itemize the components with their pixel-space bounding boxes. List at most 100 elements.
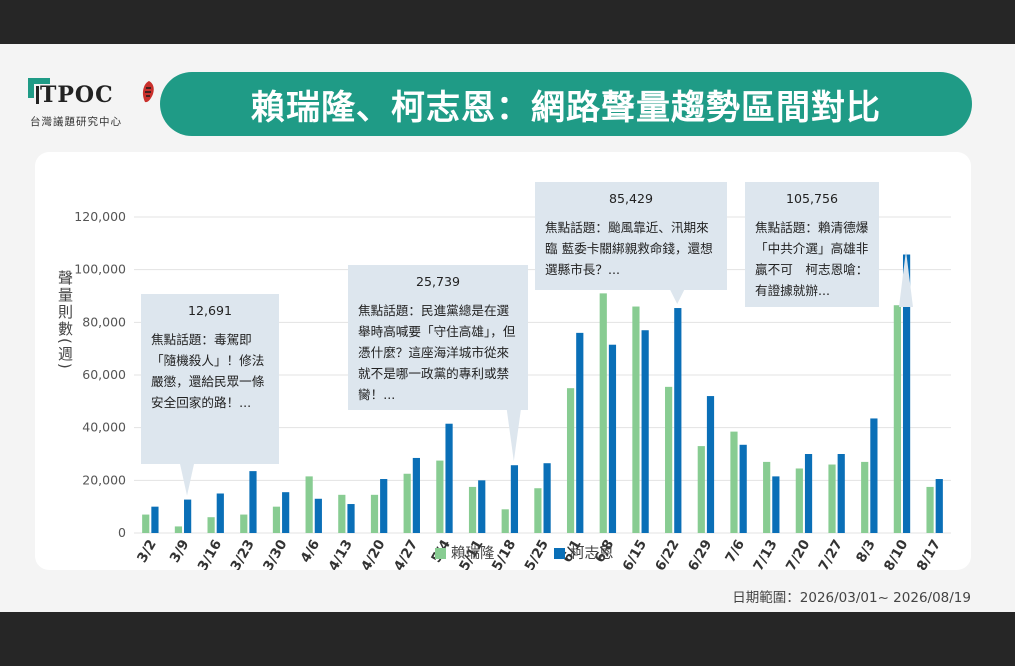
y-tick-label: 120,000 — [74, 209, 126, 224]
date-range: 日期範圍：2026/03/01~ 2026/08/19 — [732, 590, 971, 606]
bar-lai-6/29 — [697, 446, 705, 533]
callout-text: 焦點話題：毒駕即「隨機殺人」！修法嚴懲，還給民眾一條安全回家的路！... — [151, 332, 265, 410]
bar-lai-8/10 — [893, 305, 901, 533]
x-tick-label: 7/6 — [722, 537, 748, 566]
x-tick-label: 6/15 — [620, 537, 650, 570]
callout-5-18: 25,739 焦點話題：民進黨總是在選舉時高喊要「守住高雄」，但憑什麼？這座海洋… — [348, 265, 528, 410]
page-title: 賴瑞隆、柯志恩：網路聲量趨勢區間對比 — [251, 87, 881, 128]
bar-ko-7/13 — [772, 476, 780, 533]
y-tick-label: 0 — [118, 525, 126, 540]
x-tick-label: 7/13 — [750, 537, 780, 570]
x-tick-label: 6/29 — [685, 537, 715, 570]
bar-ko-8/10 — [902, 254, 911, 533]
x-tick-label: 3/23 — [227, 537, 257, 570]
bar-ko-6/22 — [674, 308, 682, 533]
bar-lai-8/17 — [926, 486, 934, 533]
x-tick-label: 4/6 — [297, 537, 323, 566]
bar-ko-5/18 — [510, 465, 519, 533]
bar-lai-3/2 — [142, 514, 150, 533]
x-tick-label: 8/17 — [914, 537, 944, 570]
bar-lai-6/22 — [665, 386, 673, 533]
tpoc-logo: TPOC 台灣議題研究中心 — [26, 74, 154, 134]
callout-pointer — [898, 250, 913, 307]
bar-lai-4/20 — [370, 494, 379, 533]
y-tick-label: 60,000 — [82, 367, 126, 382]
callout-text: 焦點話題：颱風靠近、汛期來臨 藍委卡關綁親救命錢，還想選縣市長？... — [545, 220, 713, 277]
x-tick-label: 7/27 — [816, 537, 846, 570]
bar-ko-3/23 — [249, 471, 257, 533]
x-tick-label: 7/20 — [783, 537, 813, 570]
bar-ko-4/27 — [412, 457, 420, 533]
bar-lai-4/13 — [338, 494, 346, 533]
bar-lai-3/16 — [207, 517, 215, 533]
callout-pointer — [180, 464, 195, 496]
callout-3-9: 12,691 焦點話題：毒駕即「隨機殺人」！修法嚴懲，還給民眾一條安全回家的路！… — [141, 294, 279, 464]
bar-lai-5/25 — [534, 488, 542, 533]
y-tick-label: 40,000 — [82, 420, 126, 435]
callout-value: 105,756 — [785, 191, 839, 206]
x-tick-label: 8/3 — [853, 537, 879, 566]
bar-lai-7/27 — [828, 464, 836, 533]
taiwan-map-icon — [142, 81, 154, 103]
bar-ko-6/8 — [608, 344, 617, 533]
bar-ko-4/20 — [380, 479, 388, 533]
chart-card: 0 20,000 40,000 60,000 80,000 100,000 120,000 聲… — [35, 152, 971, 570]
x-tick-label: 3/9 — [167, 537, 193, 566]
bar-ko-5/11 — [478, 480, 486, 533]
title-banner: 賴瑞隆、柯志恩：網路聲量趨勢區間對比 — [160, 72, 972, 136]
tpoc-logo-mark-icon — [28, 78, 50, 104]
callout-value: 12,691 — [187, 303, 233, 318]
x-tick-label: 3/2 — [134, 537, 160, 566]
bar-ko-3/9 — [184, 499, 192, 533]
bar-ko-3/30 — [282, 492, 290, 533]
bar-lai-4/27 — [403, 473, 411, 533]
y-tick-label: 80,000 — [82, 314, 126, 329]
callout-value: 25,739 — [415, 274, 461, 289]
bar-lai-7/13 — [763, 461, 771, 533]
x-tick-label: 6/22 — [652, 537, 682, 570]
bar-lai-3/23 — [240, 514, 248, 533]
bar-ko-3/16 — [216, 493, 224, 533]
callout-text: 焦點話題：賴清德爆「中共介選」高雄非贏不可 柯志恩嗆：有證據就辦... — [755, 220, 869, 298]
bar-ko-5/4 — [445, 423, 453, 533]
legend-swatch — [435, 548, 446, 559]
bar-ko-7/6 — [739, 444, 747, 533]
bar-ko-5/25 — [543, 463, 551, 533]
y-axis-title: 聲量則數(週) — [56, 270, 74, 371]
x-tick-label: 4/20 — [358, 537, 388, 570]
bar-ko-4/6 — [314, 498, 322, 533]
bar-lai-8/3 — [861, 461, 869, 533]
bar-lai-5/18 — [501, 509, 509, 533]
bar-ko-8/17 — [935, 479, 943, 533]
brand-subtitle: 台灣議題研究中心 — [30, 116, 122, 128]
legend-label: 賴瑞隆 — [451, 545, 495, 562]
callout-value: 85,429 — [608, 191, 654, 206]
callout-6-22: 85,429 焦點話題：颱風靠近、汛期來臨 藍委卡關綁親救命錢，還想選縣市長？.… — [535, 182, 727, 290]
bar-lai-3/30 — [272, 506, 281, 533]
bar-ko-7/20 — [804, 454, 813, 533]
bar-lai-7/6 — [730, 431, 738, 533]
bar-lai-5/11 — [468, 486, 477, 533]
y-tick-label: 100,000 — [74, 262, 126, 277]
bar-ko-4/13 — [347, 504, 355, 533]
bar-ko-6/29 — [706, 396, 715, 533]
slide: TPOC 台灣議題研究中心 賴瑞隆、柯志恩：網路聲量趨勢區間對比 0 20,000… — [0, 44, 1015, 612]
brand-name: TPOC — [40, 82, 114, 108]
bar-ko-7/27 — [837, 454, 845, 533]
bar-lai-3/9 — [174, 526, 183, 533]
callout-pointer — [506, 410, 521, 462]
bar-lai-6/8 — [599, 293, 607, 533]
bar-ko-6/1 — [576, 332, 584, 533]
y-tick-label: 20,000 — [82, 472, 126, 487]
x-tick-label: 3/30 — [260, 537, 290, 570]
callout-8-10: 105,756 焦點話題：賴清德爆「中共介選」高雄非贏不可 柯志恩嗆：有證據就辦… — [745, 182, 879, 307]
x-tick-label: 4/13 — [325, 537, 355, 570]
bar-ko-8/3 — [870, 418, 878, 533]
bar-lai-6/15 — [632, 306, 640, 533]
callout-pointer — [670, 290, 685, 305]
x-tick-label: 8/10 — [881, 537, 911, 570]
bar-lai-4/6 — [305, 476, 313, 533]
bar-lai-6/1 — [566, 388, 575, 533]
bar-lai-5/4 — [436, 460, 444, 533]
x-tick-label: 3/16 — [195, 537, 225, 570]
